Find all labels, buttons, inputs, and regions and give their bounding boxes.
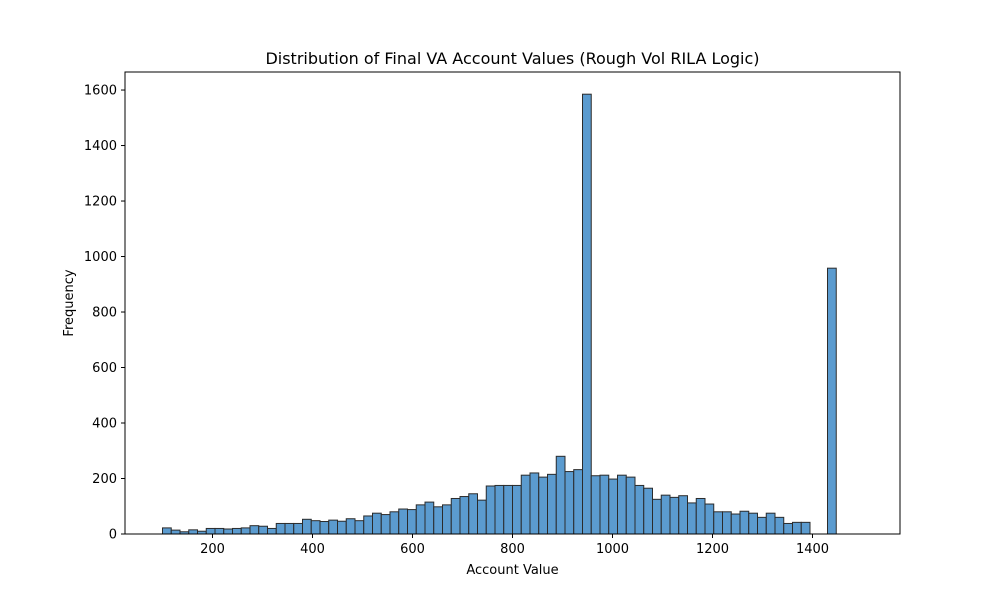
histogram-bar <box>503 484 513 535</box>
histogram-bar <box>485 485 496 535</box>
x-axis: 200 400 600 800 1000 1200 1400 <box>200 534 829 557</box>
histogram-bar <box>625 476 636 535</box>
histogram-bar <box>310 520 321 535</box>
histogram-bar <box>643 487 653 535</box>
y-tick-label: 0 <box>109 528 117 543</box>
y-axis: 0 200 400 600 800 1000 1200 1400 1600 <box>84 84 125 543</box>
histogram-bar <box>424 501 435 535</box>
histogram-bar <box>765 512 776 535</box>
histogram-bar <box>302 518 312 535</box>
histogram-bar <box>267 527 277 535</box>
x-tick-label: 1400 <box>796 542 829 557</box>
histogram-bar <box>450 497 461 535</box>
y-tick-label: 1200 <box>84 195 117 210</box>
histogram-bar <box>275 522 286 535</box>
histogram-bar <box>520 474 531 535</box>
histogram-bar <box>223 528 233 535</box>
histogram-bar <box>792 521 802 535</box>
y-tick-label: 800 <box>92 306 117 321</box>
histogram-bar <box>188 529 198 535</box>
histogram-bar <box>660 494 671 535</box>
histogram-bar <box>827 267 837 535</box>
histogram-bar <box>284 522 295 535</box>
histogram-bar <box>687 502 697 535</box>
histogram-bar <box>669 496 680 535</box>
histogram-bar <box>293 522 303 535</box>
y-tick-label: 1400 <box>84 139 117 154</box>
x-axis-label: Account Value <box>466 563 558 578</box>
histogram-bar <box>722 511 732 535</box>
histogram-bar <box>319 521 330 535</box>
histogram-bar <box>555 455 566 535</box>
histogram-bar <box>713 511 723 535</box>
histogram-bar <box>573 469 583 535</box>
histogram-bar <box>459 496 470 535</box>
x-tick-label: 200 <box>200 542 225 557</box>
histogram-bar <box>328 519 338 535</box>
histogram-bar <box>433 506 443 535</box>
y-tick-label: 200 <box>92 472 117 487</box>
histogram-bar <box>477 499 487 535</box>
histogram-bar <box>162 527 172 535</box>
x-tick-label: 1200 <box>696 542 729 557</box>
x-tick-label: 400 <box>300 542 325 557</box>
histogram-bar <box>337 520 347 535</box>
histogram-bar <box>380 514 391 535</box>
x-tick-label: 1000 <box>596 542 629 557</box>
histogram-bar <box>582 93 592 535</box>
histogram-bar <box>757 516 767 535</box>
histogram-bar <box>599 474 610 535</box>
histogram-bar <box>564 471 575 535</box>
x-tick-label: 800 <box>500 542 525 557</box>
histogram-bar <box>652 498 662 535</box>
histogram-bar <box>442 504 452 535</box>
histogram-bar <box>232 527 242 535</box>
histogram-bar <box>240 527 251 535</box>
histogram-bar <box>494 484 505 535</box>
histogram-bar <box>783 522 793 535</box>
y-axis-label: Frequency <box>62 269 77 336</box>
histogram-bar <box>363 515 373 535</box>
histogram-bar <box>205 527 216 535</box>
histogram-bar <box>634 484 645 535</box>
histogram-bar <box>170 529 181 535</box>
histogram-bar <box>407 509 417 535</box>
histogram-bar <box>354 520 365 535</box>
histogram-bar <box>774 516 785 535</box>
histogram-bar <box>704 503 715 535</box>
histogram-bar <box>608 478 618 535</box>
histogram-bar <box>249 525 260 535</box>
chart-title: Distribution of Final VA Account Values … <box>265 49 759 68</box>
histogram-bar <box>372 512 382 535</box>
y-tick-label: 1600 <box>84 84 117 99</box>
histogram-bar <box>512 484 522 535</box>
histogram-bar <box>590 475 601 535</box>
histogram-bar <box>617 474 627 535</box>
y-tick-label: 600 <box>92 361 117 376</box>
histogram-bar <box>258 525 268 535</box>
histogram-bar <box>678 495 688 535</box>
histogram-bar <box>800 521 811 535</box>
histogram-bar <box>547 473 557 535</box>
histogram-bar <box>415 504 426 535</box>
histogram-bar <box>468 493 478 535</box>
histogram-bar <box>730 513 741 535</box>
bars-group <box>162 93 837 535</box>
histogram-bar <box>739 510 750 535</box>
histogram-bar <box>214 527 225 535</box>
histogram-bar <box>748 512 758 535</box>
histogram-bar <box>389 511 400 535</box>
plot-frame <box>124 71 901 535</box>
histogram-bar <box>695 497 706 535</box>
x-tick-label: 600 <box>400 542 425 557</box>
y-tick-label: 1000 <box>84 250 117 265</box>
histogram-bar <box>529 472 540 535</box>
y-tick-label: 400 <box>92 417 117 432</box>
histogram-bar <box>345 518 356 535</box>
histogram-bar <box>398 508 408 535</box>
histogram-bar <box>538 476 548 535</box>
